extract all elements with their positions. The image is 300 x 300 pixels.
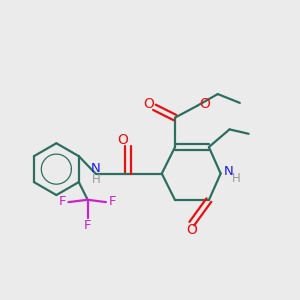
Text: N: N <box>224 165 234 178</box>
Text: O: O <box>117 133 128 147</box>
Text: O: O <box>144 98 154 111</box>
Text: N: N <box>91 162 101 175</box>
Text: H: H <box>92 173 100 186</box>
Text: F: F <box>109 195 116 208</box>
Text: O: O <box>186 223 197 237</box>
Text: F: F <box>84 219 92 232</box>
Text: F: F <box>58 195 66 208</box>
Text: O: O <box>199 98 210 111</box>
Text: H: H <box>232 172 240 185</box>
